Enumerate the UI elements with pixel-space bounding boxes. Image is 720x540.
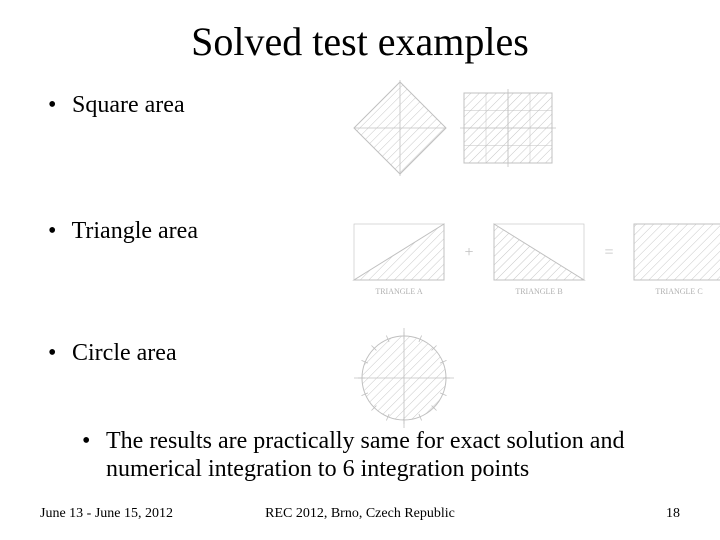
bullet-circle: • Circle area	[48, 340, 177, 367]
bullet-triangle: • Triangle area	[48, 218, 198, 245]
footer-venue: REC 2012, Brno, Czech Republic	[0, 506, 720, 522]
figure-circle	[352, 326, 456, 430]
bullet-dot: •	[48, 340, 66, 367]
footer-page: 18	[666, 506, 680, 522]
bullet-conclusion: • The results are practically same for e…	[82, 428, 682, 483]
figure-triangle: TRIANGLE A + TRIANGLE B = TRIANGLE C	[350, 222, 720, 302]
bullet-dot: •	[82, 428, 100, 456]
bullet-dot: •	[48, 218, 66, 245]
figure-square	[350, 78, 556, 178]
bullet-circle-label: Circle area	[72, 340, 177, 366]
bullet-square: • Square area	[48, 92, 185, 119]
svg-text:TRIANGLE C: TRIANGLE C	[655, 287, 702, 296]
bullet-dot: •	[48, 92, 66, 119]
slide-title: Solved test examples	[0, 18, 720, 65]
svg-text:+: +	[464, 244, 473, 261]
bullet-square-label: Square area	[72, 92, 185, 118]
conclusion-text: The results are practically same for exa…	[106, 428, 666, 483]
svg-text:=: =	[604, 244, 613, 261]
svg-text:TRIANGLE B: TRIANGLE B	[515, 287, 562, 296]
bullet-triangle-label: Triangle area	[72, 218, 198, 244]
svg-text:TRIANGLE A: TRIANGLE A	[375, 287, 423, 296]
